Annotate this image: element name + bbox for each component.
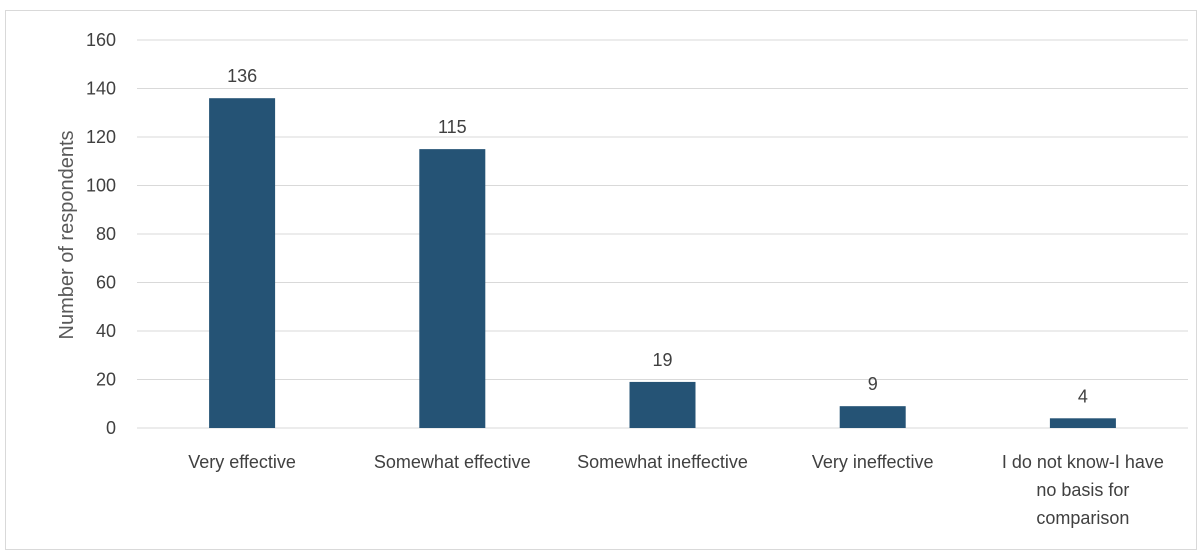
data-label: 4 <box>1078 386 1088 406</box>
y-tick-label: 0 <box>106 418 116 438</box>
y-tick-label: 100 <box>86 176 116 196</box>
bar <box>839 406 906 428</box>
data-label: 9 <box>868 374 878 394</box>
y-tick-label: 120 <box>86 127 116 147</box>
x-category-label: Somewhat effective <box>374 452 531 472</box>
y-axis-ticks: 0 20 40 60 80 100 120 140 160 <box>86 30 116 438</box>
x-category-label: Very effective <box>188 452 296 472</box>
y-tick-label: 140 <box>86 79 116 99</box>
data-label: 115 <box>438 117 467 137</box>
y-tick-label: 60 <box>96 273 116 293</box>
x-category-label: Very ineffective <box>812 452 934 472</box>
data-labels: 136 115 19 9 4 <box>227 66 1088 406</box>
bars <box>209 98 1116 428</box>
y-axis-title: Number of respondents <box>56 130 78 339</box>
gridlines <box>137 39 1188 429</box>
data-label: 19 <box>652 350 672 370</box>
chart-frame <box>5 10 1197 550</box>
y-tick-label: 40 <box>96 321 116 341</box>
y-tick-label: 160 <box>86 30 116 50</box>
bar <box>209 98 276 428</box>
data-label: 136 <box>227 66 257 86</box>
x-category-label: no basis for <box>1036 480 1129 500</box>
bar <box>1049 418 1116 428</box>
y-tick-label: 20 <box>96 370 116 390</box>
x-axis-categories: Very effective Somewhat effective Somewhat… <box>188 452 1164 528</box>
bar <box>629 381 696 428</box>
y-tick-label: 80 <box>96 224 116 244</box>
x-category-label: comparison <box>1036 508 1129 528</box>
bar <box>419 149 486 428</box>
x-category-label: Somewhat ineffective <box>577 452 748 472</box>
x-category-label: I do not know-I have <box>1002 452 1164 472</box>
